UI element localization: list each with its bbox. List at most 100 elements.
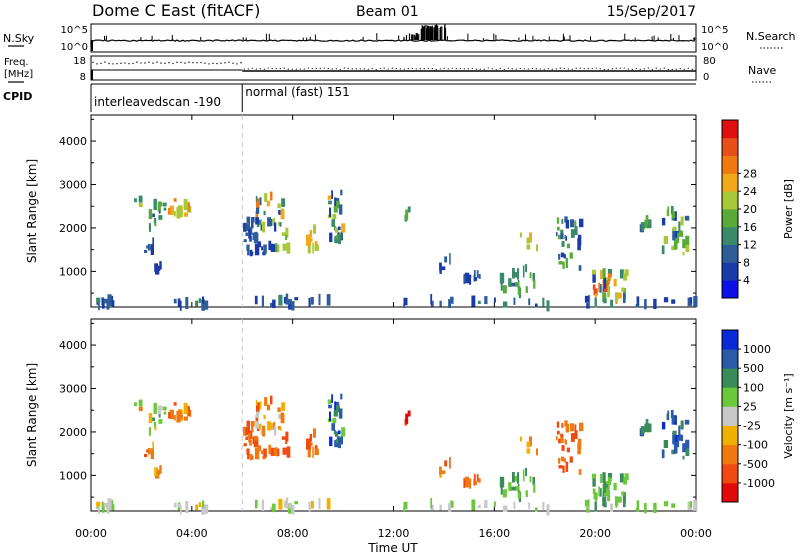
scatter-cell (314, 244, 319, 252)
scatter-cell (272, 219, 276, 226)
scatter-cell (484, 296, 488, 305)
scatter-cell (403, 501, 408, 510)
scatter-cell (607, 285, 611, 298)
scatter-cell (672, 211, 676, 219)
scatter-cell (685, 439, 690, 449)
range-axis-label: Slant Range [km] (25, 159, 39, 263)
scatter-cell (473, 270, 476, 282)
freq-unit-label: [MHz] (4, 69, 33, 80)
scatter-cell (636, 296, 640, 305)
velocity-colorbar-swatch (722, 330, 738, 350)
scatter-cell (334, 401, 340, 405)
scatter-cell (515, 486, 520, 491)
scatter-cell (331, 423, 335, 431)
scatter-cell (558, 261, 563, 265)
scatter-cell (526, 448, 531, 454)
scatter-cell (138, 406, 143, 412)
scatter-cell (536, 244, 538, 252)
power-colorbar-swatch (722, 262, 738, 281)
scatter-cell (179, 504, 182, 515)
scatter-cell (615, 292, 619, 302)
scatter-cell (586, 303, 590, 309)
scatter-cell (468, 275, 472, 285)
nave-dot (535, 68, 537, 70)
scatter-cell (261, 499, 264, 511)
time-tick-label: 16:00 (478, 527, 510, 540)
scatter-cell (561, 241, 565, 247)
nsky-tick-low: 10^0 (61, 42, 88, 53)
scatter-cell (257, 219, 262, 225)
scatter-cell (499, 272, 505, 284)
scatter-cell (678, 434, 683, 441)
scatter-cell (494, 297, 496, 303)
nave-dot (563, 67, 565, 70)
nave-dot (431, 67, 433, 70)
scatter-cell (474, 481, 478, 485)
scatter-cell (517, 490, 521, 499)
scatter-cell (270, 243, 275, 252)
scatter-cell (535, 303, 538, 308)
scatter-cell (255, 400, 258, 406)
scatter-cell (144, 250, 148, 254)
scatter-cell (556, 217, 560, 224)
scatter-cell (645, 215, 649, 225)
scatter-cell (430, 300, 434, 307)
range-tick-label: 2000 (59, 222, 87, 235)
scatter-cell (314, 445, 318, 449)
nave-dot (351, 68, 353, 70)
scatter-cell (260, 224, 263, 231)
scatter-cell (147, 243, 151, 251)
scatter-cell (565, 236, 568, 241)
scatter-cell (592, 488, 596, 494)
scatter-cell (291, 505, 295, 515)
scatter-cell (279, 222, 282, 227)
nsky-strip-frame (90, 23, 697, 53)
scatter-cell (430, 294, 433, 305)
nsearch-tick-low: 10^0 (701, 42, 728, 53)
scatter-cell (403, 507, 405, 512)
scatter-cell (338, 408, 343, 419)
scatter-cell (318, 497, 321, 510)
nave-dot (363, 68, 365, 70)
scatter-cell (188, 202, 190, 212)
scatter-cell (294, 297, 299, 301)
scatter-cell (281, 436, 287, 440)
scatter-cell (262, 425, 266, 437)
velocity-colorbar-title: Velocity [m s⁻¹] (782, 373, 795, 458)
scatter-cell (439, 262, 442, 271)
nave-dot (379, 67, 381, 70)
cpid-segments: interleavedscan -190 normal (fast) 151 (90, 84, 350, 112)
scatter-cell (188, 406, 190, 416)
scatter-cell (243, 443, 247, 447)
scatter-cell (310, 297, 314, 305)
scatter-cell (570, 433, 575, 442)
scatter-cell (246, 244, 250, 251)
scatter-cell (248, 229, 251, 239)
scatter-cell (156, 266, 161, 271)
nave-dot (391, 67, 393, 69)
scatter-cell (471, 295, 476, 307)
scatter-cell (579, 218, 584, 228)
scatter-cell (499, 476, 505, 488)
scatter-cell (564, 439, 566, 444)
scatter-cell (598, 486, 601, 496)
velocity-colorbar-swatch (722, 368, 738, 388)
nave-dot (595, 67, 597, 69)
scatter-cell (560, 433, 564, 438)
scatter-cell (525, 490, 528, 497)
scatter-cell (623, 477, 627, 485)
scatter-cell (593, 492, 598, 500)
scatter-cell (195, 300, 199, 307)
scatter-cell (281, 232, 287, 236)
scatter-cell (526, 441, 531, 448)
scatter-cell (607, 489, 611, 502)
nave-dot (327, 67, 329, 70)
nsky-tick-high: 10^5 (61, 25, 88, 36)
range-tick-label: 3000 (59, 179, 87, 192)
scatter-cell (682, 455, 685, 460)
nave-dot (395, 67, 397, 70)
scatter-cell (667, 410, 670, 421)
nave-tick-low: 0 (703, 72, 709, 83)
scatter-cell (198, 298, 202, 304)
